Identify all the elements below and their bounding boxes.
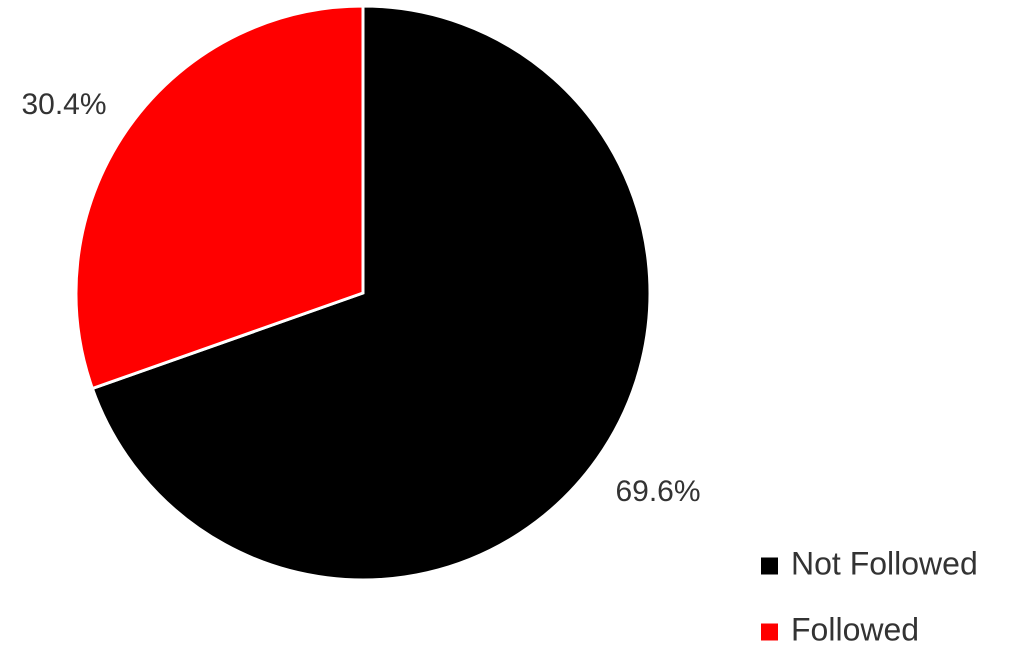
data-label-followed: 30.4% (21, 88, 106, 121)
legend: Not Followed Followed (761, 545, 978, 647)
legend-swatch-not-followed (761, 557, 778, 575)
data-label-not-followed: 69.6% (615, 475, 700, 508)
pie-slice-not-followed (90, 4, 652, 582)
pie-slices (74, 4, 652, 582)
legend-swatch-followed (761, 623, 778, 641)
legend-label-followed: Followed (791, 611, 919, 647)
pie-data-labels: 69.6% 30.4% (21, 88, 700, 508)
pie-slice-followed (74, 4, 365, 391)
legend-label-not-followed: Not Followed (791, 545, 978, 581)
